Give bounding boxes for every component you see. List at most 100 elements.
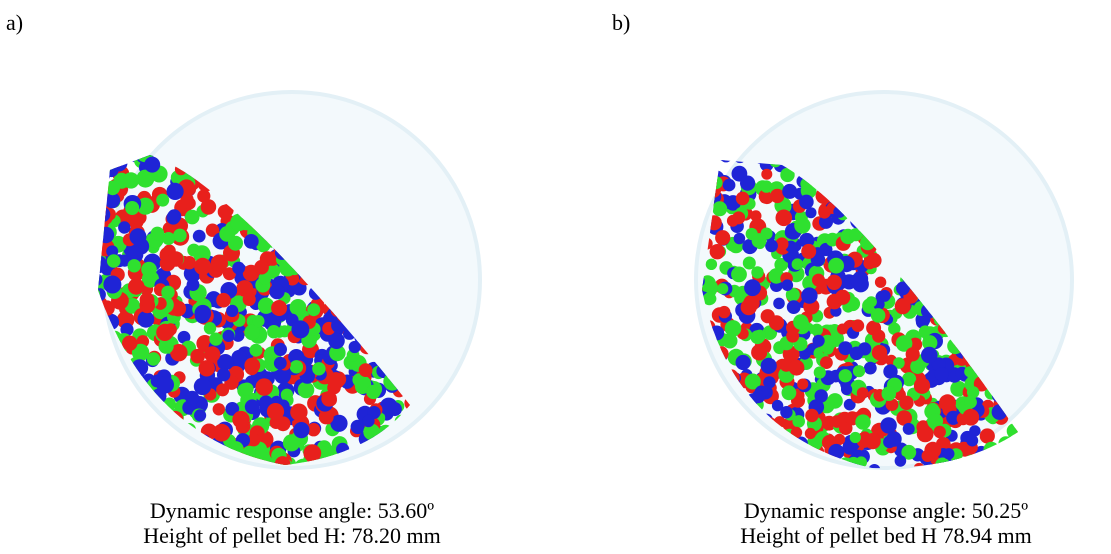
pellet <box>205 223 220 237</box>
pellet <box>785 449 800 463</box>
pellet <box>1012 416 1018 429</box>
pellet <box>98 225 103 240</box>
pellet <box>126 246 144 263</box>
pellet <box>841 383 853 396</box>
pellet <box>740 175 756 191</box>
pellet <box>257 297 275 314</box>
pellet <box>192 229 206 243</box>
pellet <box>982 462 996 469</box>
pellet <box>104 460 120 465</box>
pellet <box>885 398 899 411</box>
pellet <box>98 155 103 159</box>
pellet <box>330 414 348 432</box>
pellet <box>1010 459 1018 469</box>
pellet <box>747 463 761 469</box>
pellet <box>702 192 707 205</box>
pellet <box>681 379 692 390</box>
pellet <box>935 457 951 469</box>
pellet <box>170 344 188 362</box>
pellet <box>194 409 207 422</box>
pellet <box>780 167 795 183</box>
caption: Dynamic response angle: 50.25º Height of… <box>706 498 1066 548</box>
pellet <box>702 160 718 170</box>
pellet <box>679 269 691 281</box>
pellet <box>366 384 381 400</box>
pellet <box>98 425 103 441</box>
pellet <box>678 415 691 428</box>
pellet <box>98 155 105 171</box>
pellet <box>111 399 126 415</box>
pellet <box>109 369 127 387</box>
drum-image <box>98 90 482 472</box>
pellet <box>104 192 121 209</box>
pellet <box>742 256 756 270</box>
pellet <box>969 458 981 469</box>
pellet <box>98 454 114 465</box>
bed-height-text: Height of pellet bed H 78.94 mm <box>740 523 1032 548</box>
pellet <box>136 197 154 215</box>
pellet <box>722 462 737 469</box>
pellet <box>98 167 111 182</box>
pellet <box>683 434 696 447</box>
pellet <box>850 273 864 287</box>
pellet <box>136 437 154 456</box>
pellet <box>702 168 718 184</box>
pellet <box>255 378 273 396</box>
pellet <box>307 303 321 317</box>
pellet <box>293 422 310 439</box>
pellet <box>98 326 101 344</box>
pellet <box>329 344 346 362</box>
pellet <box>174 450 187 463</box>
pellet <box>702 371 719 389</box>
pellet <box>172 444 186 458</box>
pellet <box>792 415 805 428</box>
pellet <box>812 273 825 287</box>
panel-label: b) <box>612 10 631 35</box>
pellet <box>98 222 102 235</box>
pellet <box>880 417 897 434</box>
pellet <box>843 398 856 411</box>
pellet <box>125 201 140 215</box>
pellet <box>98 395 100 410</box>
pellet <box>98 393 114 411</box>
pellet <box>819 214 833 229</box>
pellet <box>734 457 750 469</box>
pellet <box>686 400 697 411</box>
pellet <box>98 226 115 244</box>
pellet <box>679 145 695 161</box>
pellet <box>194 257 212 275</box>
pellet <box>1014 448 1018 461</box>
pellet <box>137 310 155 328</box>
pellet <box>753 329 766 342</box>
panel-a: a) Dynamic response angle: 53.60º Height… <box>0 0 555 554</box>
pellet <box>405 432 410 446</box>
pellet <box>291 320 310 339</box>
pellet <box>702 423 713 437</box>
pellet <box>400 453 410 465</box>
pellet <box>156 323 174 341</box>
pellet <box>415 458 429 472</box>
pellet <box>766 462 780 469</box>
pellet <box>738 460 753 469</box>
pellet <box>896 410 912 426</box>
pellet <box>240 382 254 396</box>
pellet <box>828 257 844 274</box>
pellet <box>297 381 315 399</box>
pellet <box>225 402 240 416</box>
pellet <box>244 324 260 341</box>
pellet <box>150 226 165 241</box>
pellet <box>222 329 235 342</box>
pellet <box>232 410 250 429</box>
pellet <box>678 194 691 207</box>
pellet <box>274 367 291 384</box>
pellet <box>98 433 109 451</box>
pellet <box>306 423 321 437</box>
pellet <box>312 362 326 376</box>
pellet <box>702 405 715 422</box>
pellet <box>210 254 228 272</box>
pellet <box>145 416 161 432</box>
pellet <box>702 160 714 169</box>
pellet <box>731 266 747 283</box>
pellet <box>120 322 134 337</box>
pellet <box>364 459 377 465</box>
